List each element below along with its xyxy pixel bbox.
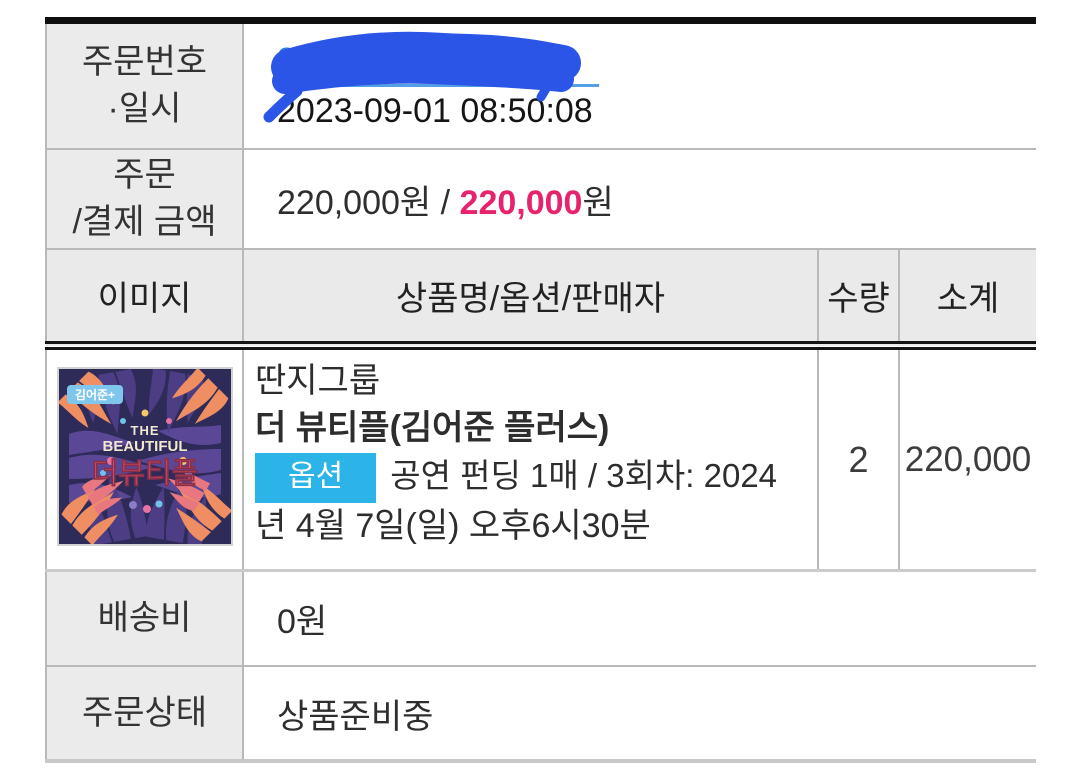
header-image-cell: 이미지 xyxy=(45,248,244,350)
product-image-cell: THE BEAUTIFUL 더뷰티플 김어준+ xyxy=(45,344,244,572)
order-amount-won: 원 xyxy=(399,183,432,222)
option-text-line2: 년 4월 7일(일) 오후6시30분 xyxy=(255,507,651,546)
amount-label-cell: 주문 /결제 금액 xyxy=(45,148,244,250)
items-header-row: 이미지 상품명/옵션/판매자 수량 소계 xyxy=(45,248,1037,350)
header-product-cell: 상품명/옵션/판매자 xyxy=(242,248,819,350)
amount-label-line2: /결제 금액 xyxy=(72,203,217,241)
status-label-cell: 주문상태 xyxy=(45,665,244,762)
poster-image: THE BEAUTIFUL 더뷰티플 김어준+ xyxy=(57,367,232,546)
status-value-cell: 상품준비중 xyxy=(241,665,1037,762)
order-number-row: 주문번호 ·일시 20 7 2023-09-01 08:50:08 xyxy=(45,19,1037,150)
order-datetime: 2023-09-01 08:50:08 xyxy=(277,91,593,130)
paid-amount-won: 원 xyxy=(582,183,614,222)
product-info-cell: 딴지그룹 더 뷰티플(김어준 플러스) 옵션 공연 펀딩 1매 / 3회차: 20… xyxy=(242,344,819,572)
order-detail-table: 주문번호 ·일시 20 7 2023-09-01 08:50:08 주문 /결제 … xyxy=(45,17,1037,763)
poster-title-en-line2: BEAUTIFUL xyxy=(102,438,187,455)
order-number-label-line2: ·일시 xyxy=(107,90,182,128)
poster-title-kr: 더뷰티플 xyxy=(91,457,198,490)
option-line: 옵션 공연 펀딩 1매 / 3회차: 2024 xyxy=(255,452,811,504)
header-subtotal-cell: 소계 xyxy=(897,248,1037,350)
product-thumbnail[interactable]: THE BEAUTIFUL 더뷰티플 김어준+ xyxy=(56,366,233,546)
order-amount: 220,000 xyxy=(277,183,400,222)
amount-label-line1: 주문 xyxy=(113,156,176,195)
product-row: THE BEAUTIFUL 더뷰티플 김어준+ 딴지그룹 더 뷰티플(김어준 플… xyxy=(45,344,1037,572)
poster-channel-badge: 김어준+ xyxy=(74,387,114,402)
order-number-suffix: 7 xyxy=(555,40,576,82)
status-row: 주문상태 상품준비중 xyxy=(45,665,1037,762)
order-number-prefix: 20 xyxy=(277,40,318,82)
amount-row: 주문 /결제 금액 220,000원 / 220,000원 xyxy=(45,148,1037,250)
product-name[interactable]: 더 뷰티플(김어준 플러스) xyxy=(255,409,610,447)
paid-amount: 220,000 xyxy=(459,183,583,222)
option-text-line1: 공연 펀딩 1매 / 3회차: 2024 xyxy=(390,457,778,494)
order-number-value-cell: 20 7 2023-09-01 08:50:08 xyxy=(241,19,1037,150)
poster-title-en-line1: THE xyxy=(130,423,159,438)
subtotal-value: 220,000 xyxy=(897,344,1037,572)
shipping-value-cell: 0원 xyxy=(241,569,1037,667)
shipping-row: 배송비 0원 xyxy=(45,569,1037,667)
header-qty-cell: 수량 xyxy=(817,248,900,350)
order-number-label-line1: 주문번호 xyxy=(81,43,208,82)
order-number-label-cell: 주문번호 ·일시 xyxy=(45,19,244,150)
order-number-link[interactable]: 20 7 xyxy=(263,31,599,123)
amount-separator: / xyxy=(431,183,460,222)
quantity-value: 2 xyxy=(817,344,900,572)
option-badge: 옵션 xyxy=(255,453,377,504)
seller-name: 딴지그룹 xyxy=(255,362,381,400)
amount-value-cell: 220,000원 / 220,000원 xyxy=(241,148,1037,250)
shipping-label-cell: 배송비 xyxy=(45,569,244,667)
